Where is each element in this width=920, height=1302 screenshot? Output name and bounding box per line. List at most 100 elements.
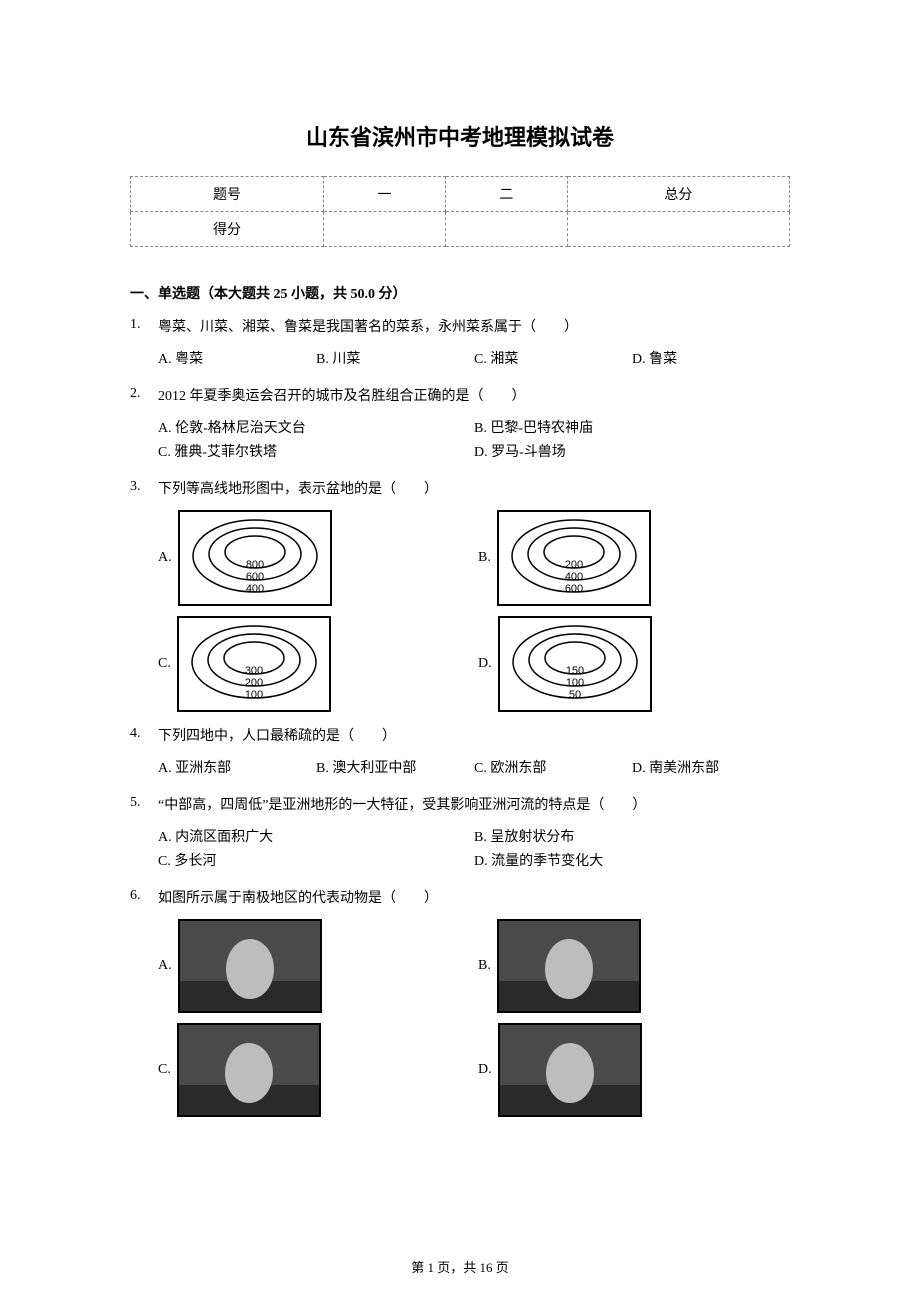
header-col-1: 一	[324, 177, 446, 212]
option-text: D. 罗马-斗兽场	[474, 441, 566, 461]
table-row: 得分	[131, 212, 790, 247]
option-text: B. 澳大利亚中部	[316, 757, 416, 777]
score-table: 题号 一 二 总分 得分	[130, 176, 790, 247]
question-number: 4.	[130, 726, 158, 781]
option-text: B. 呈放射状分布	[474, 826, 574, 846]
svg-text:400: 400	[245, 583, 263, 595]
image-option: A.	[158, 919, 438, 1013]
image-option: B.	[478, 919, 758, 1013]
svg-text:300: 300	[245, 665, 263, 677]
question-number: 3.	[130, 479, 158, 712]
question-stem: “中部高，四周低”是亚洲地形的一大特征，受其影响亚洲河流的特点是（ ）	[158, 795, 790, 816]
options-row: A. 亚洲东部 B. 澳大利亚中部 C. 欧洲东部 D. 南美洲东部	[158, 757, 790, 781]
contour-map-icon: 800600400	[178, 510, 332, 606]
question-stem: 粤菜、川菜、湘菜、鲁菜是我国著名的菜系，永州菜系属于（ ）	[158, 317, 790, 338]
penguins-image	[498, 1023, 642, 1117]
option-letter: C.	[158, 1062, 171, 1078]
svg-text:200: 200	[565, 559, 583, 571]
option: D. 流量的季节变化大	[474, 850, 790, 874]
question-number: 5.	[130, 795, 158, 874]
option: C. 雅典-艾菲尔铁塔	[158, 441, 474, 465]
option-text: C. 多长河	[158, 850, 216, 870]
questions-container: 1.粤菜、川菜、湘菜、鲁菜是我国著名的菜系，永州菜系属于（ ） A. 粤菜 B. 川…	[130, 317, 790, 1117]
option: C. 欧洲东部	[474, 757, 632, 781]
option-text: B. 巴黎-巴特农神庙	[474, 417, 593, 437]
page-footer: 第 1 页，共 16 页	[0, 1257, 920, 1276]
option: B. 巴黎-巴特农神庙	[474, 417, 790, 441]
option-letter: A.	[158, 550, 172, 566]
image-option: D. 15010050	[478, 616, 758, 712]
header-total: 总分	[567, 177, 789, 212]
question-body: “中部高，四周低”是亚洲地形的一大特征，受其影响亚洲河流的特点是（ ） A. 内流…	[158, 795, 790, 874]
question-stem: 下列四地中，人口最稀疏的是（ ）	[158, 726, 790, 747]
score-total	[567, 212, 789, 247]
options-row: A. 内流区面积广大B. 呈放射状分布 C. 多长河 D. 流量的季节变化大	[158, 826, 790, 874]
option-letter: D.	[478, 656, 492, 672]
option-letter: B.	[478, 550, 491, 566]
question-stem: 如图所示属于南极地区的代表动物是（ ）	[158, 888, 790, 909]
option: D. 罗马-斗兽场	[474, 441, 790, 465]
option-text: A. 粤菜	[158, 348, 203, 368]
svg-text:600: 600	[565, 583, 583, 595]
option-text: D. 鲁菜	[632, 348, 677, 368]
question-number: 2.	[130, 386, 158, 465]
exam-page: 山东省滨州市中考地理模拟试卷 题号 一 二 总分 得分 一、单选题（本大题共 2…	[0, 0, 920, 1302]
image-options: A.800600400B.200400600C.300200100D.15010…	[158, 510, 790, 712]
option: B. 澳大利亚中部	[316, 757, 474, 781]
option: A. 亚洲东部	[158, 757, 316, 781]
arctic-fox-image	[177, 1023, 321, 1117]
image-options: A. B. C. D.	[158, 919, 790, 1117]
option: B. 呈放射状分布	[474, 826, 790, 850]
score-col-2	[445, 212, 567, 247]
image-option: C. 300200100	[158, 616, 438, 712]
svg-text:150: 150	[565, 665, 583, 677]
option: A. 粤菜	[158, 348, 316, 372]
option: A. 伦敦-格林尼治天文台	[158, 417, 474, 441]
question: 2.2012 年夏季奥运会召开的城市及名胜组合正确的是（ ） A. 伦敦-格林尼治…	[130, 386, 790, 465]
options-row: A. 粤菜 B. 川菜C. 湘菜D. 鲁菜	[158, 348, 790, 372]
option-letter: B.	[478, 958, 491, 974]
score-col-1	[324, 212, 446, 247]
header-label: 题号	[131, 177, 324, 212]
question: 1.粤菜、川菜、湘菜、鲁菜是我国著名的菜系，永州菜系属于（ ） A. 粤菜 B. 川…	[130, 317, 790, 372]
question-body: 如图所示属于南极地区的代表动物是（ ） A. B. C. D.	[158, 888, 790, 1117]
option: C. 湘菜	[474, 348, 632, 372]
question-body: 下列等高线地形图中，表示盆地的是（ ）A.800600400B.20040060…	[158, 479, 790, 712]
image-option: B. 200400600	[478, 510, 758, 606]
question-stem: 2012 年夏季奥运会召开的城市及名胜组合正确的是（ ）	[158, 386, 790, 407]
svg-text:400: 400	[565, 571, 583, 583]
question: 4.下列四地中，人口最稀疏的是（ ） A. 亚洲东部 B. 澳大利亚中部 C. 欧洲东…	[130, 726, 790, 781]
option-text: C. 欧洲东部	[474, 757, 546, 777]
option-text: D. 流量的季节变化大	[474, 850, 603, 870]
option-letter: A.	[158, 958, 172, 974]
option: C. 多长河	[158, 850, 474, 874]
image-option: D.	[478, 1023, 758, 1117]
reindeer-image	[497, 919, 641, 1013]
svg-text:600: 600	[245, 571, 263, 583]
option-text: A. 亚洲东部	[158, 757, 231, 777]
question-body: 下列四地中，人口最稀疏的是（ ） A. 亚洲东部 B. 澳大利亚中部 C. 欧洲东部 D…	[158, 726, 790, 781]
question-number: 1.	[130, 317, 158, 372]
contour-map-icon: 300200100	[177, 616, 331, 712]
svg-text:800: 800	[245, 559, 263, 571]
option: D. 南美洲东部	[632, 757, 790, 781]
table-row: 题号 一 二 总分	[131, 177, 790, 212]
kangaroo-image	[178, 919, 322, 1013]
option-letter: D.	[478, 1062, 492, 1078]
option-text: A. 伦敦-格林尼治天文台	[158, 417, 306, 437]
image-option: A. 800600400	[158, 510, 438, 606]
question: 5.“中部高，四周低”是亚洲地形的一大特征，受其影响亚洲河流的特点是（ ） A. …	[130, 795, 790, 874]
option-letter: C.	[158, 656, 171, 672]
section-header: 一、单选题（本大题共 25 小题，共 50.0 分）	[130, 283, 790, 303]
question-stem: 下列等高线地形图中，表示盆地的是（ ）	[158, 479, 790, 500]
options-row: A. 伦敦-格林尼治天文台 B. 巴黎-巴特农神庙 C. 雅典-艾菲尔铁塔 D. 罗马…	[158, 417, 790, 465]
option-text: C. 雅典-艾菲尔铁塔	[158, 441, 277, 461]
page-title: 山东省滨州市中考地理模拟试卷	[130, 120, 790, 152]
svg-text:200: 200	[245, 677, 263, 689]
contour-map-icon: 200400600	[497, 510, 651, 606]
contour-map-icon: 15010050	[498, 616, 652, 712]
question-body: 2012 年夏季奥运会召开的城市及名胜组合正确的是（ ） A. 伦敦-格林尼治天文…	[158, 386, 790, 465]
option: B. 川菜	[316, 348, 474, 372]
svg-text:100: 100	[245, 689, 263, 701]
option: A. 内流区面积广大	[158, 826, 474, 850]
